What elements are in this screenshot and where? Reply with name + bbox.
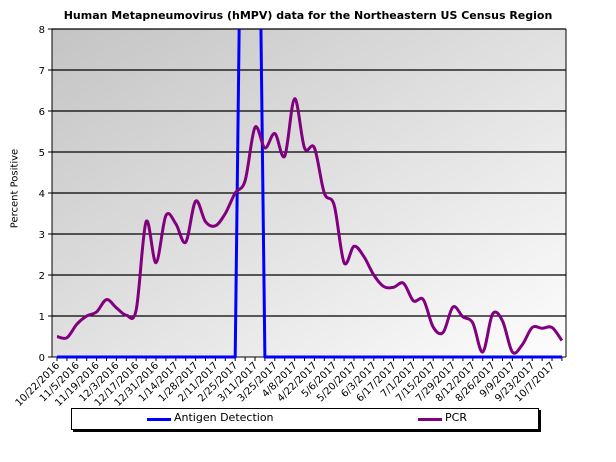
y-tick-label: 1 <box>39 312 45 323</box>
chart-title: Human Metapneumovirus (hMPV) data for th… <box>63 9 553 22</box>
legend-label-pcr: PCR <box>445 411 467 424</box>
legend: Antigen Detection PCR <box>71 408 539 430</box>
legend-swatch-antigen <box>147 418 171 421</box>
y-tick-label: 3 <box>39 230 45 241</box>
y-tick-label: 4 <box>39 189 45 200</box>
legend-swatch-pcr <box>418 418 442 421</box>
y-tick-label: 8 <box>39 25 45 36</box>
y-axis-label: Percent Positive <box>9 148 21 229</box>
y-tick-label: 6 <box>39 107 45 118</box>
legend-label-antigen: Antigen Detection <box>174 411 274 424</box>
y-tick-label: 5 <box>39 148 45 159</box>
y-tick-label: 7 <box>39 66 45 77</box>
series-line-antigen-detection <box>57 29 562 359</box>
y-tick-label: 2 <box>39 271 45 282</box>
series-line-pcr <box>56 97 564 355</box>
y-tick-label: 0 <box>39 353 45 364</box>
